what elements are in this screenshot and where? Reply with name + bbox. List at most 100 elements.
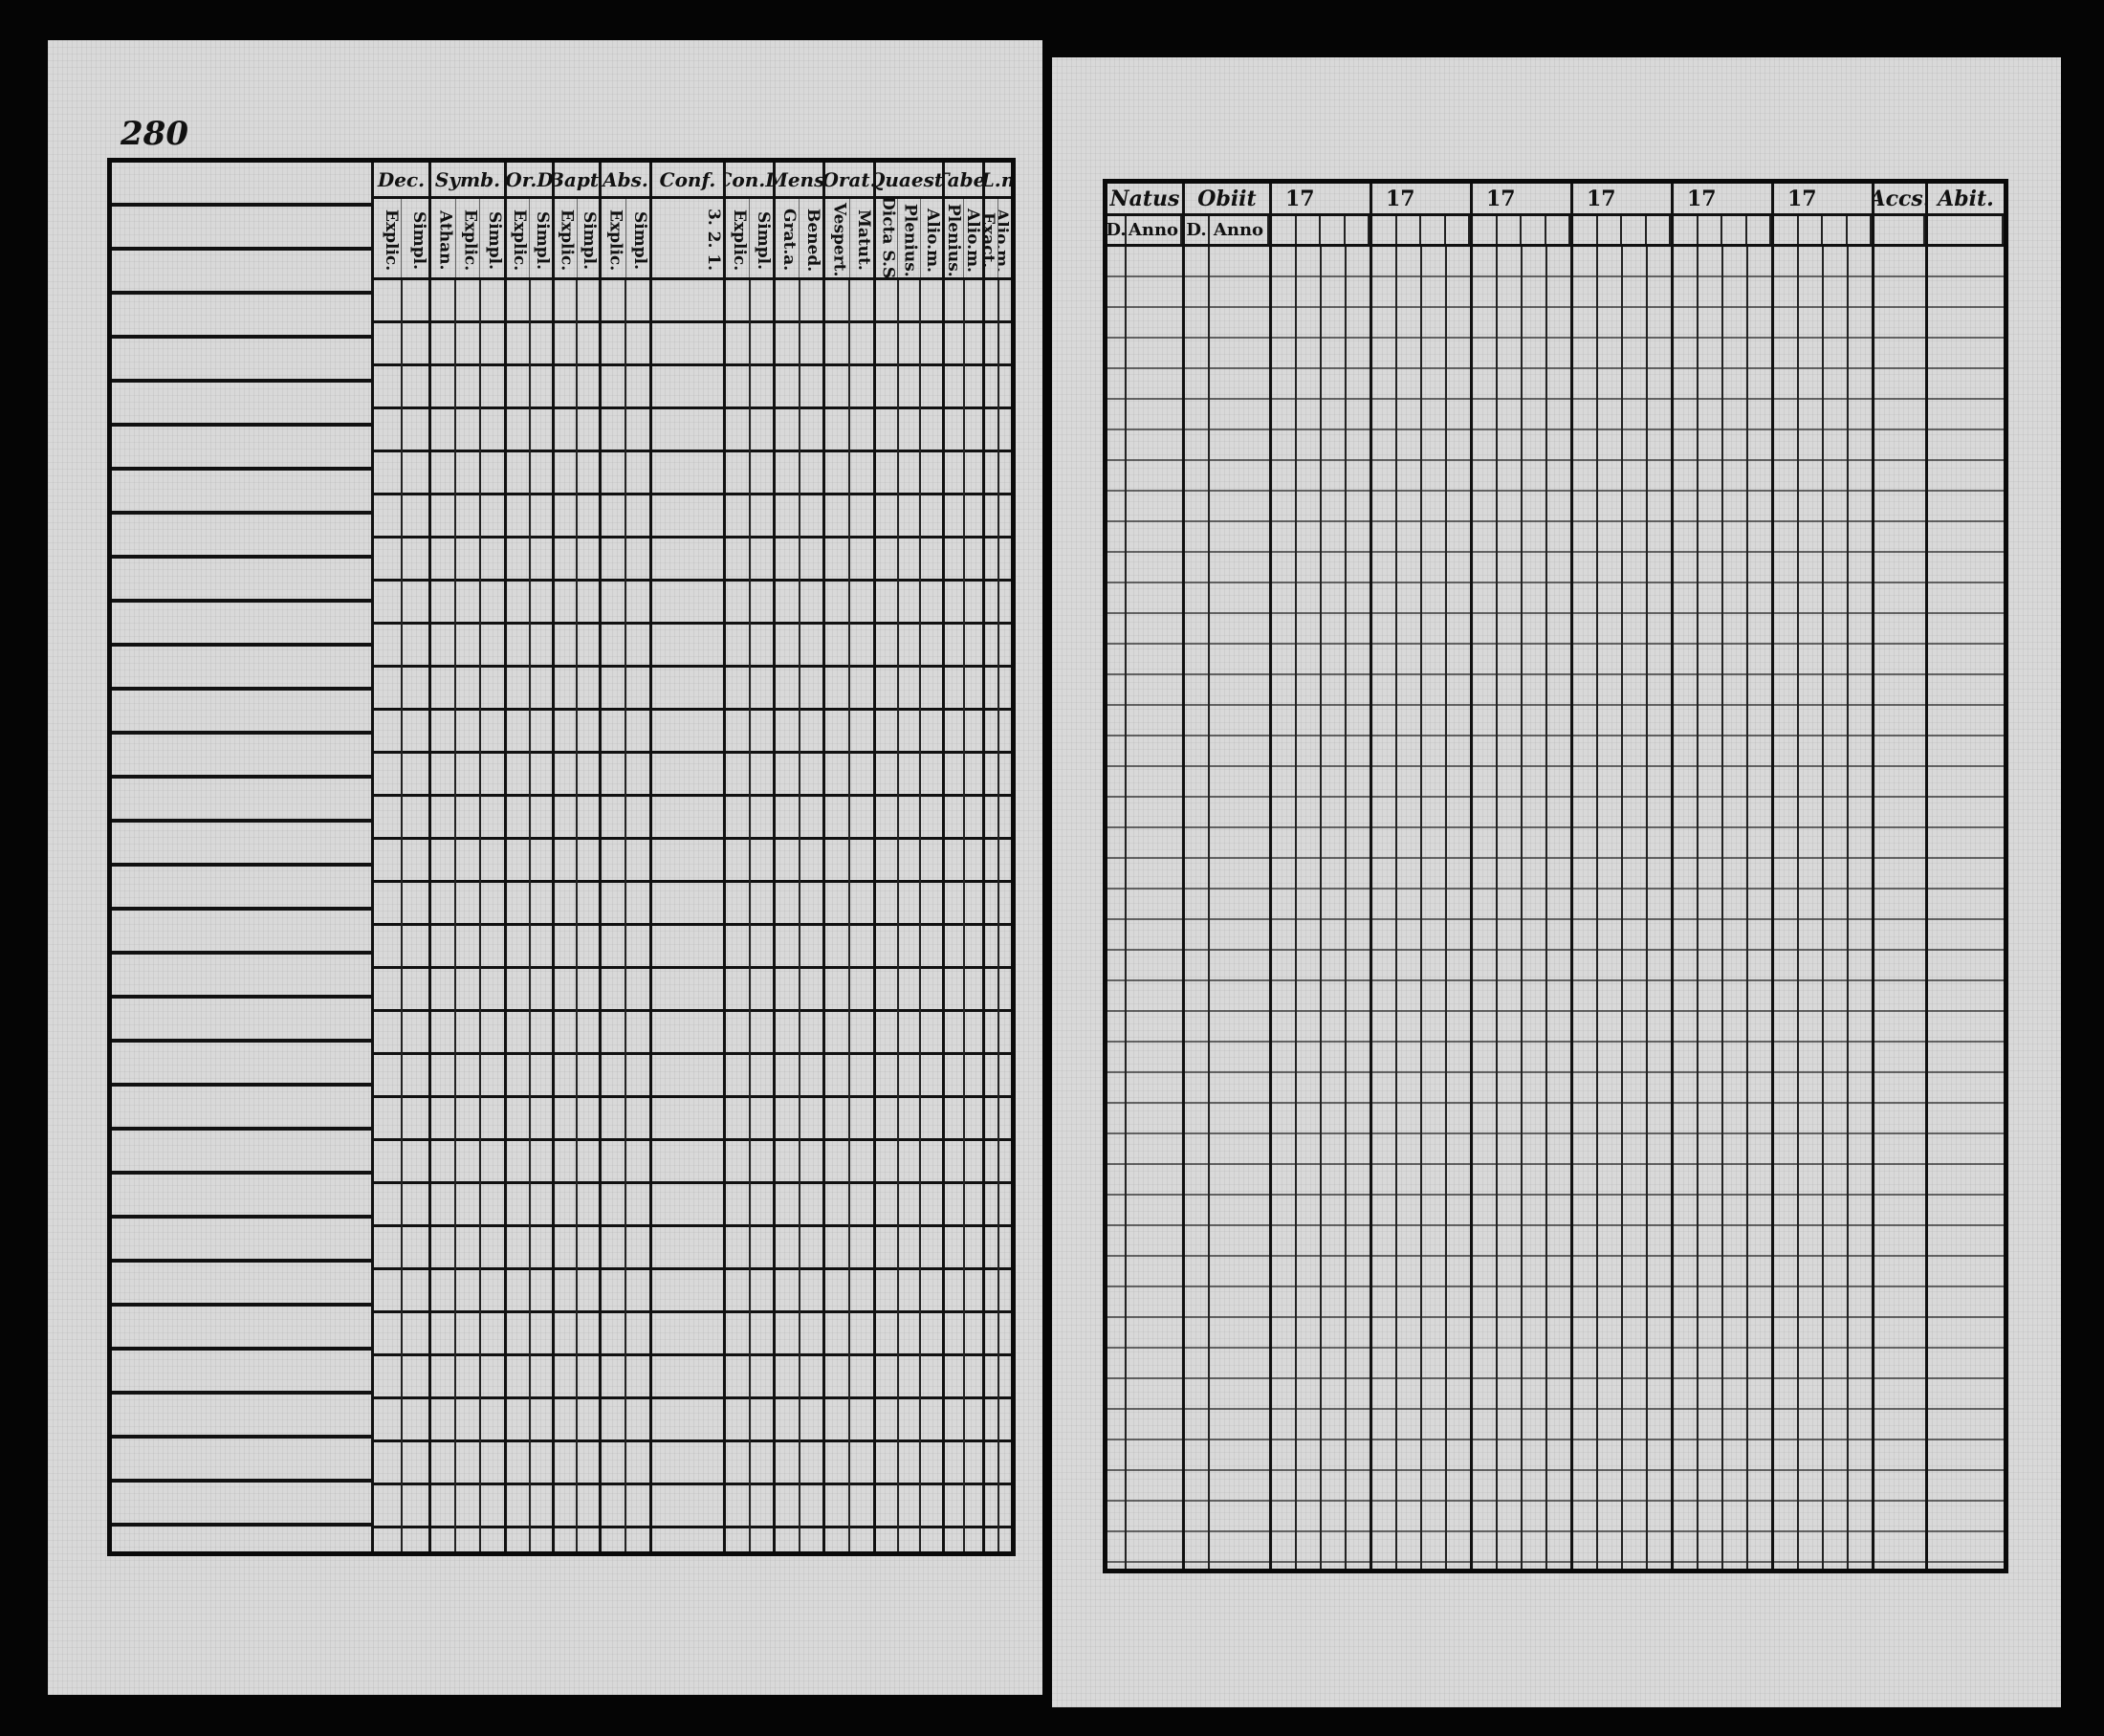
name-column-body (112, 163, 371, 1551)
column-subheader: Bened. (803, 208, 822, 273)
column-body (555, 280, 599, 1551)
column-header: Natus (1107, 184, 1182, 216)
column-subheader (1722, 216, 1747, 244)
column-subheader (1421, 216, 1446, 244)
entry-cell-column (1573, 247, 1598, 1569)
right-column: 17 (1573, 184, 1674, 1569)
column-subheader: Simpl. (533, 210, 552, 270)
subheader-row: Exact. Alio.m. (985, 199, 1011, 280)
entry-cell-column (1297, 247, 1322, 1569)
column-body (1473, 247, 1570, 1569)
column-header: L.n (985, 163, 1011, 199)
column-subheader: Dicta S.S. (876, 199, 899, 277)
column-body (507, 280, 552, 1551)
entry-cell-column (652, 280, 723, 1551)
column-subheader: Plenius. (898, 199, 921, 277)
column-subheader: Simpl. (630, 210, 649, 270)
column-body (1107, 247, 1182, 1569)
column-subheader: Explic. (555, 199, 578, 277)
name-column (112, 163, 374, 1551)
column-header: Bapt. (555, 163, 599, 199)
entry-cell-column (850, 280, 873, 1551)
right-column: Obiit D. Anno (1185, 184, 1272, 1569)
subheader-row: 3. 2. 1. (652, 199, 723, 280)
subheader-row (1674, 216, 1771, 247)
subheader-row: Explic. Simpl. (374, 199, 428, 280)
entry-cell-column (1928, 247, 2004, 1569)
subheader-row: Vespert. Matut. (825, 199, 873, 280)
left-column: Abs. Explic. Simpl. (602, 163, 652, 1551)
column-subheader (1774, 216, 1799, 244)
right-column: Accs. (1874, 184, 1928, 1569)
entry-cell-column (1824, 247, 1849, 1569)
left-column: Orat.Vespert.Matut. (825, 163, 876, 1551)
column-subheader: Simpl. (754, 210, 773, 270)
column-header: Quaest. (876, 163, 942, 199)
column-header: 17 (1372, 184, 1470, 216)
subheader-row (1573, 216, 1671, 247)
column-header: 17 (1573, 184, 1671, 216)
left-column: L.nExact.Alio.m. (985, 163, 1011, 1551)
column-subheader (1372, 216, 1397, 244)
entry-cell-column (945, 280, 965, 1551)
column-subheader: Alio.m. (998, 208, 1011, 273)
entry-cell-column (1723, 247, 1748, 1569)
entry-cell-column (1107, 247, 1127, 1569)
entry-cell-column (1347, 247, 1370, 1569)
entry-cell-column (1799, 247, 1824, 1569)
column-subheader: Simpl. (485, 210, 505, 270)
column-body (825, 280, 873, 1551)
column-body (985, 280, 1011, 1551)
column-subheader (1573, 216, 1598, 244)
entry-cell-column (876, 280, 899, 1551)
column-header: 17 (1272, 184, 1370, 216)
entry-cell-column (1447, 247, 1470, 1569)
entry-cell-column (825, 280, 850, 1551)
column-subheader (1272, 216, 1297, 244)
column-subheader (1297, 216, 1321, 244)
left-column: Or.D Explic. Simpl. (507, 163, 555, 1551)
entry-cell-column (800, 280, 823, 1551)
column-body (1573, 247, 1671, 1569)
entry-cell-column (899, 280, 922, 1551)
right-column: Natus D. Anno (1107, 184, 1185, 1569)
column-body (776, 280, 822, 1551)
subheader-row: Explic. Simpl. (602, 199, 649, 280)
column-subheader: Explic. (602, 199, 626, 277)
column-header: Orat. (825, 163, 873, 199)
column-subheader (1622, 216, 1647, 244)
column-subheader (1647, 216, 1671, 244)
column-subheader: Explic. (456, 199, 481, 277)
entry-cell-column (431, 280, 456, 1551)
entry-cell-column (1473, 247, 1498, 1569)
column-subheader (1699, 216, 1722, 244)
subheader-row (1372, 216, 1470, 247)
column-body (1874, 247, 1925, 1569)
column-subheader: Explic. (507, 199, 530, 277)
entry-cell-column (1748, 247, 1771, 1569)
left-column: Conf. 3. 2. 1. (652, 163, 726, 1551)
entry-cell-column (1774, 247, 1799, 1569)
entry-cell-column (456, 280, 481, 1551)
column-subheader: Simpl. (580, 210, 599, 270)
column-subheader: Anno (1210, 216, 1269, 244)
column-header: Symb. (431, 163, 504, 199)
left-column: Dec. Explic. Simpl. (374, 163, 431, 1551)
entry-cell-column (1498, 247, 1523, 1569)
column-subheader (1446, 216, 1470, 244)
column-header: Accs. (1874, 184, 1925, 216)
column-subheader: Exact. (985, 199, 998, 277)
entry-cell-column (1422, 247, 1447, 1569)
entry-cell-column (1272, 247, 1297, 1569)
entry-cell-column (1127, 247, 1182, 1569)
right-column: 17 (1372, 184, 1473, 1569)
column-subheader: Explic. (374, 199, 402, 277)
right-column: 17 (1774, 184, 1874, 1569)
left-column: Symb. Athan. Explic. Simpl. (431, 163, 507, 1551)
entry-cell-column (1185, 247, 1210, 1569)
entry-cell-column (726, 280, 751, 1551)
left-column: Mens.Grat.a.Bened. (776, 163, 825, 1551)
column-header: 17 (1774, 184, 1872, 216)
column-header: Mens. (776, 163, 822, 199)
